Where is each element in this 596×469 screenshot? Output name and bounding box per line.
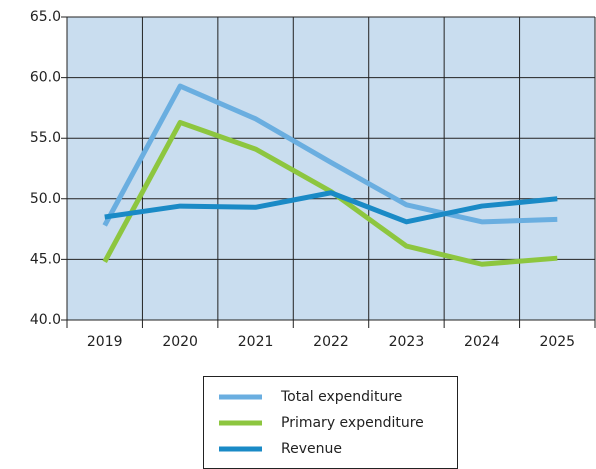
y-tick-label: 65.0 (30, 9, 61, 25)
x-tick-label: 2023 (389, 334, 425, 350)
y-tick-label: 40.0 (30, 312, 61, 328)
legend-label: Revenue (281, 441, 342, 457)
legend-label: Primary expenditure (281, 415, 424, 431)
x-tick-label: 2025 (539, 334, 575, 350)
x-tick-label: 2019 (87, 334, 123, 350)
x-tick-label: 2024 (464, 334, 500, 350)
series-line (102, 83, 558, 227)
series-line (104, 190, 558, 225)
legend-label: Total expenditure (280, 389, 402, 405)
y-tick-label: 55.0 (30, 130, 61, 146)
x-tick-label: 2020 (162, 334, 198, 350)
y-tick-label: 45.0 (30, 251, 61, 267)
x-tick-label: 2022 (313, 334, 349, 350)
y-tick-label: 60.0 (30, 70, 61, 86)
plot-area (67, 17, 595, 320)
y-tick-label: 50.0 (30, 191, 61, 207)
x-tick-label: 2021 (238, 334, 274, 350)
